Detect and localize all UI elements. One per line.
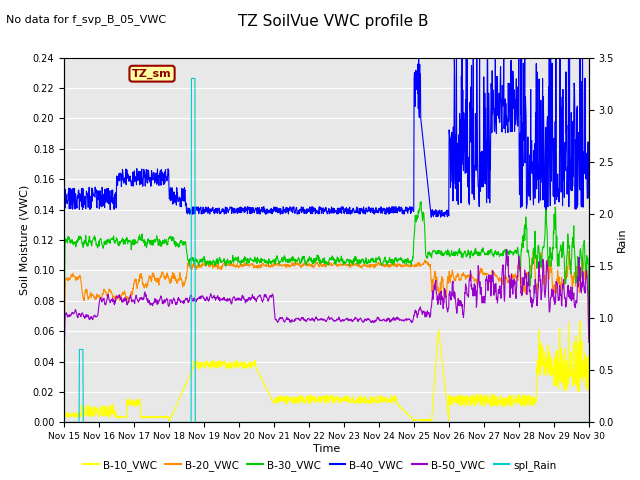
Legend: B-10_VWC, B-20_VWC, B-30_VWC, B-40_VWC, B-50_VWC, spl_Rain: B-10_VWC, B-20_VWC, B-30_VWC, B-40_VWC, … [79, 456, 561, 475]
Y-axis label: Rain: Rain [617, 228, 627, 252]
Y-axis label: Soil Moisture (VWC): Soil Moisture (VWC) [20, 185, 30, 295]
Text: TZ SoilVue VWC profile B: TZ SoilVue VWC profile B [237, 14, 428, 29]
Text: TZ_sm: TZ_sm [132, 69, 172, 79]
X-axis label: Time: Time [313, 444, 340, 454]
Text: No data for f_svp_B_05_VWC: No data for f_svp_B_05_VWC [6, 14, 166, 25]
